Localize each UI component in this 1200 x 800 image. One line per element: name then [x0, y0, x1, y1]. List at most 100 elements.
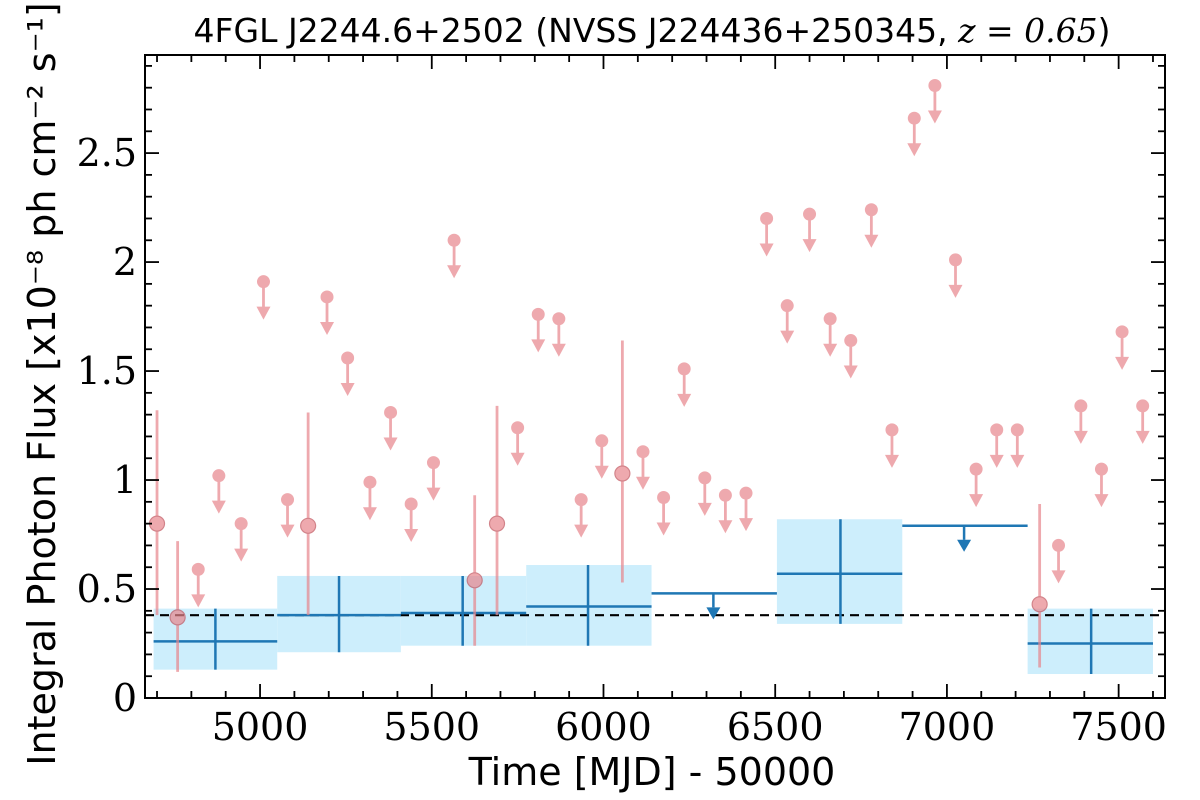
short-bin-arrow-head — [1073, 430, 1088, 444]
short-bin-arrow-head — [718, 520, 733, 534]
short-bin-upper-limit — [1094, 462, 1109, 508]
short-bin-upper-limit — [531, 307, 546, 353]
short-bin-upper-limit — [280, 493, 295, 538]
short-bin-arrow-head — [191, 594, 206, 608]
short-bin-arrow-head — [948, 284, 963, 298]
short-bin-upper-limit — [718, 488, 733, 534]
x-tick-label: 7000 — [899, 705, 996, 749]
short-bin-upper-limit — [1115, 325, 1130, 370]
chart-title-main: 4FGL J2244.6+2502 (NVSS J224436+250345, — [194, 11, 959, 50]
short-bin-upper-limit — [677, 362, 692, 407]
short-bin-ul-marker — [234, 517, 248, 531]
short-bin-ul-marker — [969, 462, 983, 476]
short-bin-arrow-head — [211, 500, 226, 514]
y-tick-label: 1 — [113, 458, 137, 502]
short-bin-arrow-head — [635, 476, 650, 490]
short-bin-upper-limit — [697, 471, 712, 516]
long-bin-detection — [153, 608, 278, 670]
short-bin-arrow-head — [656, 522, 671, 536]
short-bin-upper-limit — [426, 456, 441, 501]
short-bin-marker — [488, 515, 506, 532]
short-bin-arrow-head — [234, 548, 249, 562]
y-tick-label: 1.5 — [77, 349, 137, 393]
short-bin-upper-limit — [635, 445, 650, 490]
short-bin-detection — [169, 541, 186, 672]
short-bin-ul-marker — [1052, 538, 1066, 552]
short-bin-arrow-head — [884, 454, 899, 468]
short-bin-arrow-head — [759, 243, 774, 257]
short-bin-upper-limit — [1051, 538, 1066, 584]
short-bin-detection — [614, 340, 631, 583]
short-bin-ul-marker — [739, 486, 753, 500]
short-bin-arrow-head — [1094, 494, 1109, 508]
chart-title: 4FGL J2244.6+2502 (NVSS J224436+250345, … — [194, 11, 1111, 50]
y-tick-label: 0.5 — [77, 567, 137, 611]
long-bin-detection — [526, 565, 652, 646]
short-bin-ul-marker — [990, 423, 1004, 437]
short-bin-upper-limit — [1073, 399, 1088, 444]
short-bin-upper-limit — [447, 233, 462, 279]
short-bin-arrow-head — [280, 524, 295, 538]
short-bin-upper-limit — [383, 405, 398, 451]
short-bin-ul-marker — [552, 312, 566, 326]
short-bin-ul-marker — [928, 79, 942, 93]
long-bin-upper-limit — [651, 592, 777, 620]
short-bin-upper-limit — [404, 497, 419, 543]
short-bin-ul-marker — [511, 421, 525, 435]
chart-title-redshift: z = 0.65 — [957, 11, 1098, 50]
short-bin-ul-marker — [404, 497, 418, 511]
short-bin-upper-limit — [1135, 399, 1150, 444]
short-bin-upper-limit — [551, 312, 566, 357]
long-bin-detection — [776, 519, 903, 624]
short-bin-arrow-head — [780, 330, 795, 344]
short-bin-upper-limit — [802, 207, 817, 253]
y-tick-label: 0 — [113, 676, 137, 720]
short-bin-marker — [1031, 596, 1048, 613]
short-bin-ul-marker — [907, 111, 921, 125]
short-bin-arrow-head — [927, 110, 942, 124]
short-bin-detection — [488, 405, 506, 616]
short-bin-ul-marker — [574, 493, 588, 507]
short-bin-arrow-head — [574, 524, 589, 538]
short-bin-upper-limit — [823, 312, 838, 357]
short-bin-upper-limit — [574, 493, 589, 538]
long-bin-detection — [1027, 608, 1153, 675]
plot-area: 5000 5500 6000 6500 7000 7500 0 0.5 1 1.5 2 2.5 — [77, 54, 1167, 749]
short-bin-upper-limit — [759, 211, 774, 257]
short-bin-arrow-head — [864, 234, 879, 248]
short-bin-ul-marker — [803, 207, 817, 221]
x-tick-label: 5500 — [383, 705, 480, 749]
short-bin-ul-marker — [531, 307, 545, 321]
short-bin-ul-marker — [1115, 325, 1129, 339]
short-bin-arrow-head — [969, 494, 984, 508]
short-bin-upper-limit — [739, 486, 754, 532]
long-bin-arrow-head — [706, 607, 721, 620]
x-tick-label: 6500 — [727, 705, 824, 749]
short-bin-arrow-head — [447, 265, 462, 279]
short-bin-ul-marker — [636, 445, 650, 459]
plot-frame — [144, 54, 1166, 699]
short-bin-detection — [466, 495, 483, 646]
short-bin-upper-limit — [1010, 423, 1025, 468]
y-axis-label: Integral Photon Flux [x10⁻⁸ ph cm⁻² s⁻¹] — [20, 2, 64, 765]
short-bin-arrow-head — [907, 143, 922, 157]
short-bin-arrow-head — [802, 239, 817, 253]
chart-title-close: ) — [1098, 11, 1111, 50]
short-bin-ul-marker — [191, 562, 205, 576]
short-bin-ul-marker — [698, 471, 712, 485]
short-bin-ul-marker — [864, 203, 878, 217]
short-bin-detection — [1031, 504, 1048, 668]
short-bin-ul-marker — [1094, 462, 1108, 476]
short-bin-ul-marker — [1136, 399, 1150, 413]
short-bin-ul-marker — [657, 490, 671, 504]
short-bin-marker — [466, 572, 483, 589]
short-bin-ul-marker — [363, 475, 377, 489]
short-bin-upper-limit — [948, 253, 963, 298]
short-bin-ul-marker — [212, 469, 226, 483]
short-bin-ul-marker — [1074, 399, 1088, 413]
short-bin-upper-limit — [340, 351, 355, 396]
short-bin-upper-limit — [510, 421, 525, 466]
short-bin-arrow-head — [989, 454, 1004, 468]
short-bin-ul-marker — [718, 488, 732, 502]
